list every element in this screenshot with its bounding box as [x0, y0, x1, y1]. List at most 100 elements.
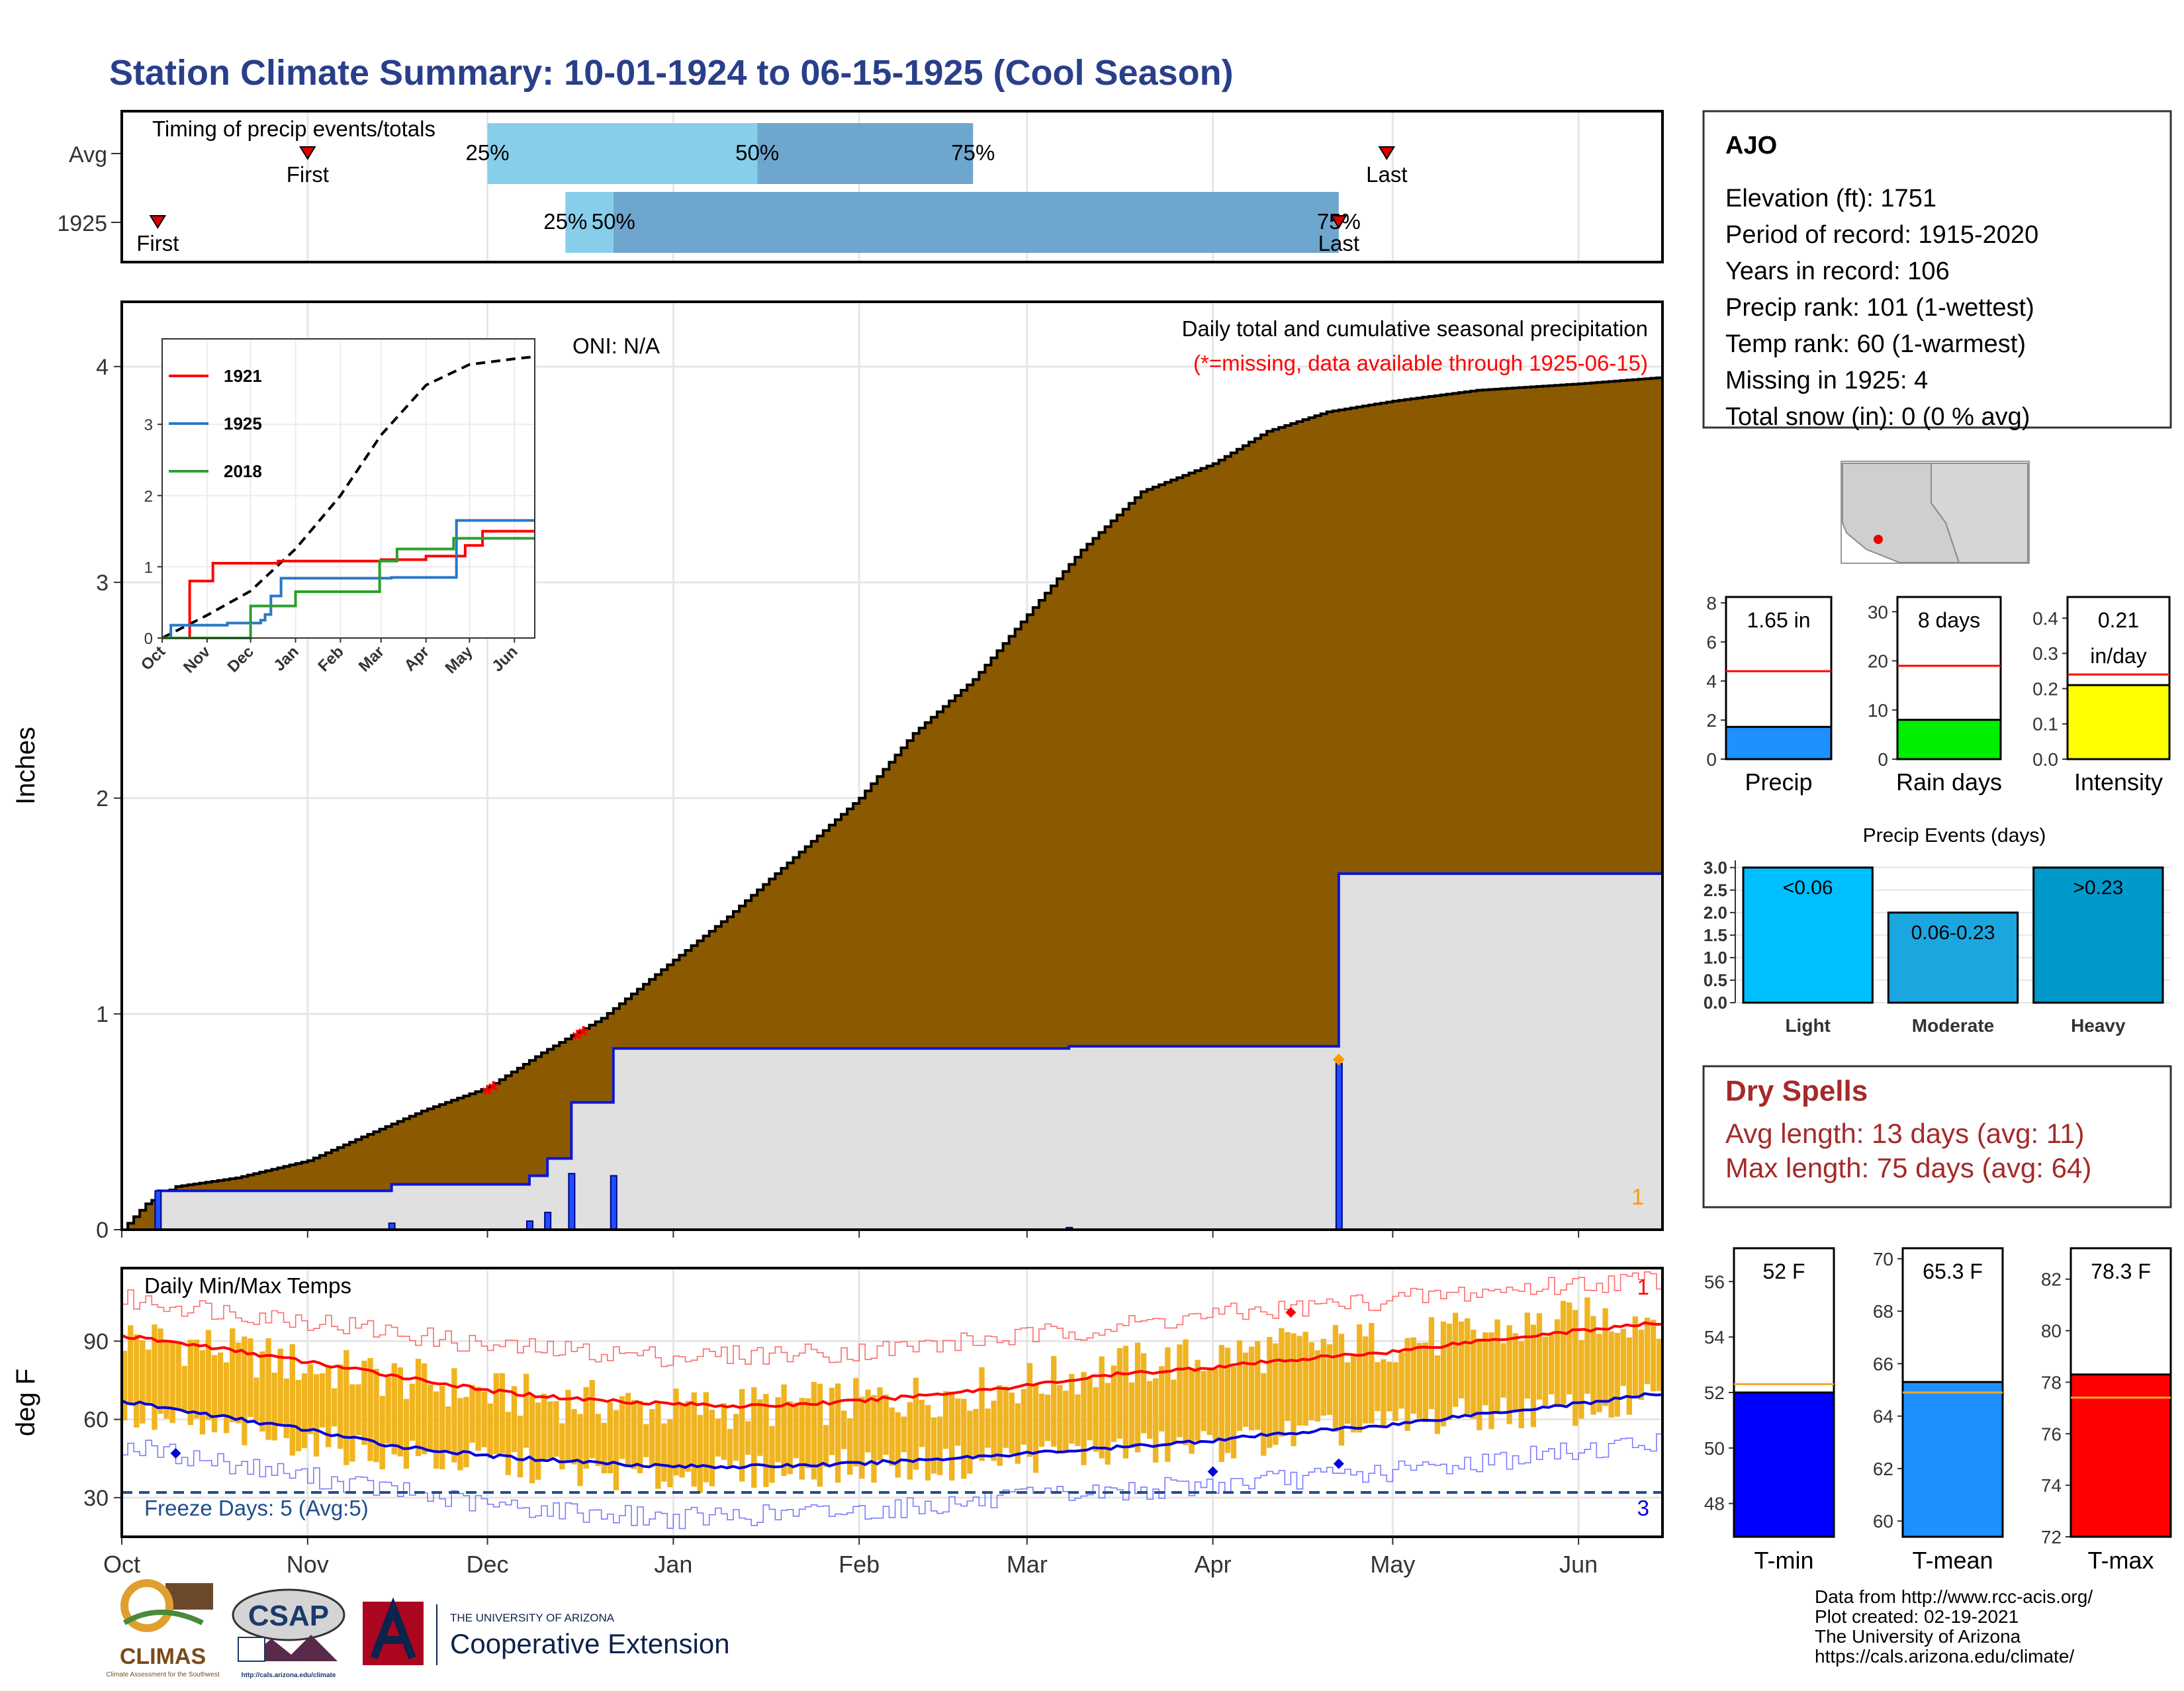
mini-tick-label: 72 [2041, 1527, 2062, 1547]
daily-temp-bar [1477, 1338, 1482, 1431]
daily-temp-bar [1038, 1393, 1045, 1447]
daily-temp-bar [1465, 1318, 1471, 1414]
temp-x-label: Oct [103, 1551, 140, 1578]
daily-temp-bar [1279, 1328, 1285, 1437]
daily-temp-bar [1584, 1297, 1590, 1394]
footer-line: The University of Arizona [1815, 1626, 2021, 1647]
page-title: Station Climate Summary: 10-01-1924 to 0… [109, 53, 1234, 93]
daily-temp-bar [1350, 1353, 1357, 1433]
tmax-average-line [121, 1321, 1663, 1409]
events-tick-label: 1.0 [1704, 948, 1727, 968]
temp-extreme-marker [1333, 1458, 1344, 1469]
q25-label: 25% [543, 209, 587, 234]
daily-temp-bar [481, 1391, 487, 1447]
daily-precip-bar [1335, 1062, 1343, 1231]
daily-temp-bar [1375, 1362, 1381, 1412]
daily-temp-bar [871, 1395, 877, 1483]
daily-temp-bar [889, 1407, 895, 1466]
q50-label: 50% [735, 140, 779, 165]
temp-extreme-marker [170, 1447, 181, 1459]
mini-tick-label: 48 [1704, 1494, 1725, 1514]
daily-temp-bar [787, 1401, 793, 1475]
precip-events-chart: 0.0 0.51.0 1.52.0 2.53.0 Precip Events (days… [1704, 825, 2171, 1036]
daily-temp-bar [619, 1396, 625, 1459]
inset-background [162, 339, 535, 638]
csap-logo-text: CSAP [248, 1600, 329, 1632]
daily-temp-bar [1614, 1332, 1620, 1417]
mini-category-label: T-max [2087, 1547, 2154, 1574]
mini-tick-label: 82 [2041, 1269, 2062, 1290]
daily-temp-bar [397, 1367, 404, 1457]
daily-temp-bar [487, 1403, 493, 1459]
daily-temp-bar [1069, 1373, 1075, 1444]
events-category-label: Light [1785, 1015, 1830, 1036]
temp-x-label: Jun [1559, 1551, 1598, 1578]
daily-temp-bar [1159, 1366, 1165, 1432]
daily-temp-bar [205, 1330, 212, 1420]
daily-temp-bar [1236, 1340, 1243, 1431]
daily-temp-bar [1488, 1332, 1494, 1430]
daily-temp-bar [1242, 1352, 1249, 1427]
mini-tick-label: 4 [1706, 671, 1717, 692]
precip-chart-subtitle: (*=missing, data available through 1925-… [1193, 351, 1648, 375]
mini-chart-intensity: 0.0 0.1 0.2 0.3 0.4 0.21 in/day Intensity [2032, 596, 2171, 796]
ua-big-text: Cooperative Extension [450, 1628, 730, 1659]
daily-temp-bar [673, 1389, 679, 1476]
events-bar [2032, 866, 2164, 1004]
season-cumulative-area [122, 874, 1662, 1230]
daily-temp-bar [1332, 1325, 1339, 1432]
daily-temp-bar [1572, 1310, 1578, 1426]
daily-temp-bar [1626, 1337, 1632, 1415]
daily-temp-bar [1165, 1347, 1171, 1462]
daily-temp-bar [1632, 1316, 1639, 1397]
mini-tick-label: 6 [1706, 632, 1717, 653]
daily-temp-bar [757, 1399, 763, 1456]
missing-marker: * [572, 1025, 583, 1054]
daily-temp-bar [236, 1342, 242, 1424]
daily-temp-bar [985, 1408, 991, 1448]
mini-chart-rain-days: 0 10 20 30 8 days Rain days [1868, 596, 2002, 796]
daily-temp-bar [781, 1384, 787, 1477]
events-bar-label: <0.06 [1783, 877, 1833, 899]
daily-temp-bar [721, 1403, 727, 1460]
mini-chart-t-min: 48 50 52 54 56 52 F T-min [1704, 1247, 1835, 1574]
mini-tick-label: 76 [2041, 1424, 2062, 1444]
daily-temp-bar [1212, 1368, 1218, 1440]
season-cumulative-line [122, 872, 1662, 1231]
daily-temp-bar [1357, 1324, 1363, 1433]
temp-chart-title: Daily Min/Max Temps [144, 1273, 351, 1298]
timing-frame [120, 110, 1664, 263]
events-bar-label: 0.06-0.23 [1911, 922, 1995, 944]
station-detail: Temp rank: 60 (1-warmest) [1725, 330, 2026, 358]
temp-extreme-marker [1207, 1466, 1218, 1477]
daily-precip-bar [544, 1211, 552, 1230]
precip-tick-label: 3 [96, 571, 109, 596]
daily-temp-bar [475, 1387, 481, 1451]
daily-temp-bar [343, 1349, 349, 1465]
daily-temp-bar [1051, 1355, 1057, 1447]
daily-temp-bar [1416, 1343, 1422, 1419]
daily-temp-bar [559, 1423, 565, 1470]
daily-temp-bar [457, 1398, 463, 1471]
daily-temp-bar [1285, 1332, 1291, 1422]
daily-temp-bar [1326, 1344, 1333, 1415]
climas-logo-text: CLIMAS [120, 1644, 206, 1669]
temp-extreme-marker [1285, 1307, 1297, 1318]
daily-temp-bar [961, 1398, 967, 1479]
inset-tick-label: 1 [144, 559, 153, 576]
events-bar [1742, 866, 1874, 1004]
inset-tick-label: 0 [144, 630, 153, 648]
q25-label: 25% [466, 140, 510, 165]
daily-temp-bar [1404, 1338, 1410, 1432]
station-detail: Missing in 1925: 4 [1725, 367, 1928, 394]
daily-temp-bar [739, 1389, 745, 1482]
mini-tick-label: 2 [1706, 710, 1717, 731]
daily-temp-bar [949, 1391, 955, 1481]
record-low-line [122, 1431, 1663, 1530]
daily-temp-bar [1494, 1319, 1500, 1414]
freeze-days-label: Freeze Days: 5 (Avg:5) [144, 1496, 369, 1520]
daily-temp-bar [463, 1396, 469, 1468]
daily-temp-bar [1009, 1393, 1015, 1454]
footer: Data from http://www.rcc-acis.org/Plot c… [106, 1579, 2093, 1679]
events-bar-label: >0.23 [2073, 877, 2123, 899]
